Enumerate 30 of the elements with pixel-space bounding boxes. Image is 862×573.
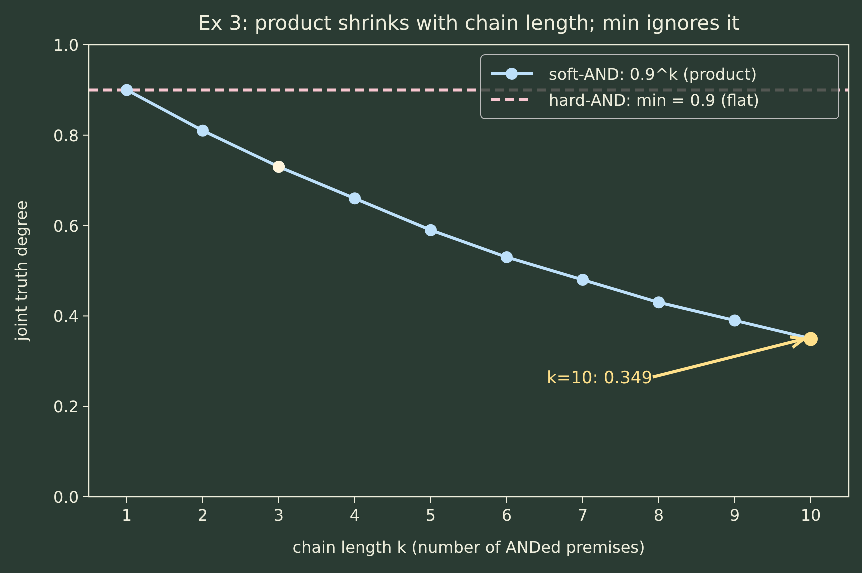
y-tick-label: 0.6: [54, 216, 79, 236]
x-tick-label: 4: [350, 506, 360, 525]
point: [349, 192, 361, 205]
y-tick-label: 0.0: [54, 488, 79, 507]
x-tick-label: 10: [800, 506, 822, 525]
annotation: k=10: 0.349: [547, 368, 653, 388]
x-tick-label: 8: [654, 506, 664, 525]
ref-line-label: hard-AND: min = 0.9 (flat): [549, 91, 760, 110]
x-tick-label: 6: [502, 506, 512, 525]
point: [425, 224, 437, 236]
chart-title: Ex 3: product shrinks with chain length; min ignores it: [198, 11, 740, 35]
x-axis-title: chain length k (number of ANDed premises): [292, 538, 646, 557]
x-tick-label: 9: [730, 506, 740, 525]
point: [197, 124, 209, 137]
point: [577, 274, 589, 286]
point: [501, 251, 513, 264]
point: [653, 296, 665, 309]
x-tick-label: 1: [122, 506, 132, 525]
x-tick-label: 3: [274, 506, 284, 525]
y-tick-label: 1.0: [54, 36, 79, 55]
legend-label: soft-AND: 0.9^k (product): [549, 65, 758, 84]
y-axis-title: joint truth degree: [12, 200, 31, 342]
y-tick-label: 0.8: [54, 126, 79, 146]
x-tick-label: 2: [198, 506, 208, 525]
y-tick-label: 0.4: [54, 307, 79, 326]
y-tick-label: 0.2: [54, 398, 79, 417]
point: [729, 314, 741, 327]
point: [121, 84, 133, 96]
x-tick-label: 5: [426, 506, 436, 525]
x-tick-label: 7: [578, 506, 588, 525]
